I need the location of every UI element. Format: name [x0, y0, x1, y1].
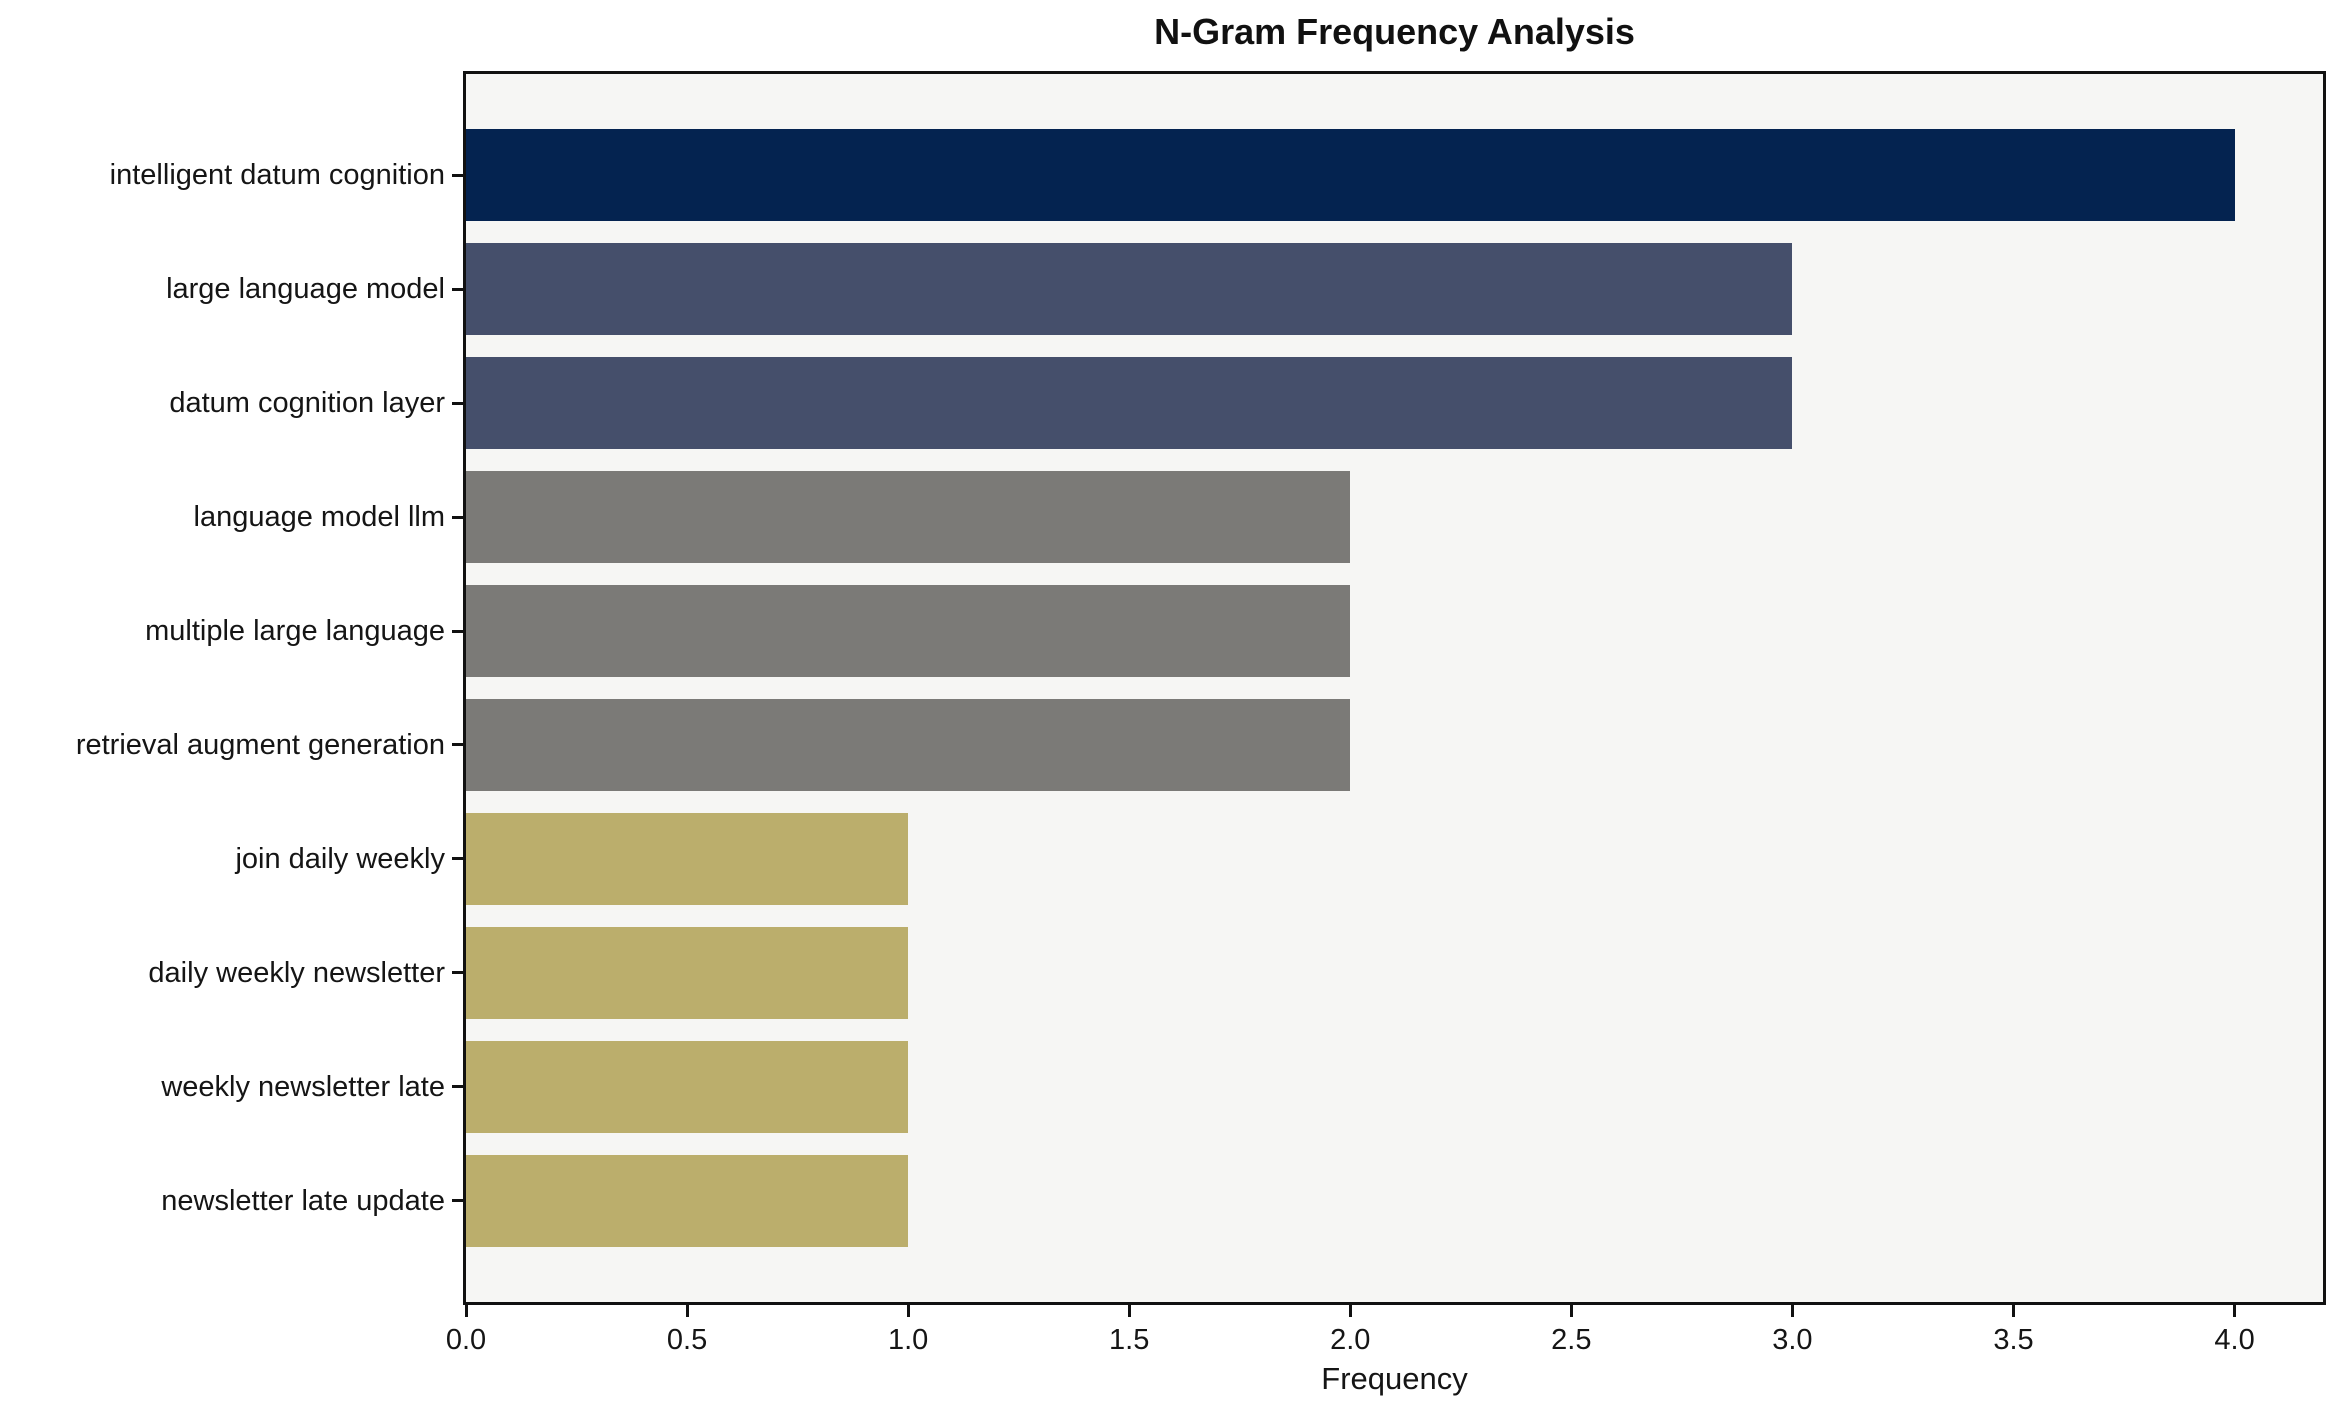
x-tick-label: 1.0: [887, 1324, 929, 1356]
x-tick-mark: [2233, 1305, 2237, 1317]
x-tick-label: 3.0: [1772, 1324, 1813, 1356]
x-tick-mark: [685, 1305, 689, 1317]
y-tick-mark: [452, 401, 463, 405]
y-tick-label: weekly newsletter late: [161, 1070, 445, 1103]
x-axis-label: Frequency: [1321, 1361, 1468, 1396]
x-tick-mark: [1790, 1305, 1794, 1317]
x-tick-label: 2.5: [1551, 1324, 1592, 1356]
y-tick-mark: [452, 857, 463, 861]
x-tick-label: 0.0: [445, 1324, 487, 1356]
bar-weekly-newsletter-late: [466, 1040, 909, 1133]
bar-daily-weekly-newsletter: [466, 926, 909, 1019]
y-tick-label: newsletter late update: [161, 1184, 445, 1217]
y-tick-mark: [452, 515, 463, 519]
bar-datum-cognition-layer: [466, 357, 1793, 450]
bar-language-model-llm: [466, 471, 1351, 564]
x-tick-label: 4.0: [2214, 1324, 2255, 1356]
bar-newsletter-late-update: [466, 1154, 909, 1247]
x-tick-mark: [906, 1305, 910, 1317]
bar-intelligent-datum-cognition: [466, 129, 2235, 222]
plot-area: [463, 71, 2326, 1305]
x-tick-mark: [1348, 1305, 1352, 1317]
y-tick-mark: [452, 1085, 463, 1089]
x-tick-mark: [1127, 1305, 1131, 1317]
y-tick-label: datum cognition layer: [169, 387, 445, 420]
y-tick-mark: [452, 1199, 463, 1203]
y-tick-label: large language model: [166, 273, 445, 306]
y-tick-mark: [452, 743, 463, 747]
y-tick-label: intelligent datum cognition: [109, 159, 445, 192]
y-tick-mark: [452, 173, 463, 177]
y-tick-mark: [452, 629, 463, 633]
bar-multiple-large-language: [466, 585, 1351, 678]
x-tick-label: 3.5: [1993, 1324, 2034, 1356]
x-tick-label: 1.5: [1109, 1324, 1150, 1356]
x-tick-label: 0.5: [666, 1324, 708, 1356]
chart-title: N-Gram Frequency Analysis: [1154, 11, 1635, 52]
bar-retrieval-augment-generation: [466, 698, 1351, 791]
y-tick-mark: [452, 971, 463, 975]
x-tick-mark: [464, 1305, 468, 1317]
bar-join-daily-weekly: [466, 812, 909, 905]
bar-large-language-model: [466, 243, 1793, 336]
y-tick-label: retrieval augment generation: [75, 728, 445, 761]
y-tick-label: daily weekly newsletter: [148, 956, 445, 989]
x-tick-mark: [2012, 1305, 2015, 1317]
y-tick-label: language model llm: [193, 501, 445, 534]
x-tick-label: 2.0: [1330, 1324, 1371, 1356]
y-tick-label: multiple large language: [145, 615, 445, 648]
x-tick-mark: [1569, 1305, 1573, 1317]
y-tick-label: join daily weekly: [235, 842, 445, 875]
y-tick-mark: [452, 287, 463, 291]
